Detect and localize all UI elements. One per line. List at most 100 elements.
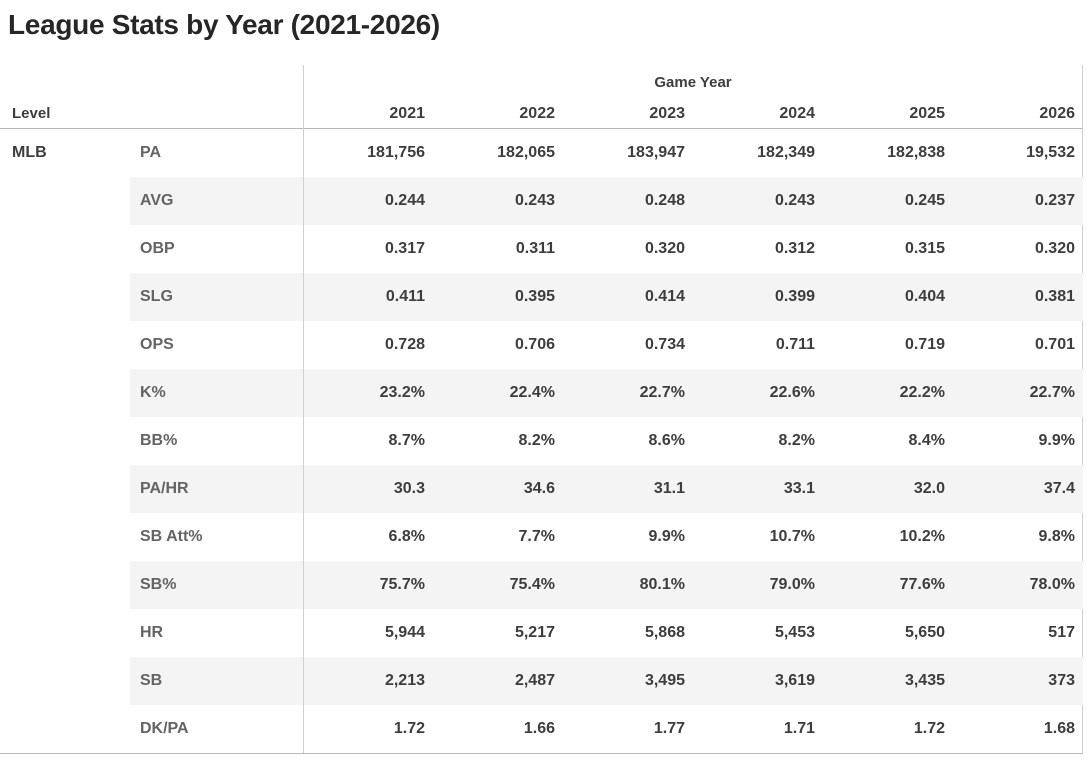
value-cell: 10.2% xyxy=(899,528,945,545)
value-cell: 1.72 xyxy=(393,720,425,737)
value-cell: 0.734 xyxy=(644,336,685,353)
value-cell: 8.2% xyxy=(778,432,815,449)
value-cell: 5,868 xyxy=(644,624,685,641)
table-row: AVG 0.244 0.243 0.248 0.243 0.245 0.237 xyxy=(0,177,1083,225)
year-column-header: 2026 xyxy=(1039,104,1075,122)
value-cell: 0.312 xyxy=(774,240,815,257)
stat-label-cell: PA xyxy=(140,144,162,161)
stat-label-cell: SB xyxy=(130,657,303,705)
value-cell: 3,619 xyxy=(693,657,823,705)
level-cell: MLB xyxy=(12,144,47,161)
year-column-header: 2021 xyxy=(389,104,425,122)
value-cell: 182,065 xyxy=(497,144,555,161)
table-row: OPS 0.728 0.706 0.734 0.711 0.719 0.701 xyxy=(0,321,1082,369)
level-cell xyxy=(0,465,130,513)
value-cell: 1.66 xyxy=(523,720,555,737)
year-column-header: 2024 xyxy=(779,104,815,122)
value-cell: 75.7% xyxy=(303,561,433,609)
value-cell: 0.701 xyxy=(1034,336,1075,353)
value-cell: 2,487 xyxy=(433,657,563,705)
table-row: PA/HR 30.3 34.6 31.1 33.1 32.0 37.4 xyxy=(0,465,1083,513)
value-cell: 0.728 xyxy=(384,336,425,353)
value-cell: 182,838 xyxy=(887,144,945,161)
value-cell: 5,650 xyxy=(904,624,945,641)
value-cell: 0.243 xyxy=(693,177,823,225)
table-row: SB% 75.7% 75.4% 80.1% 79.0% 77.6% 78.0% xyxy=(0,561,1083,609)
table-row: SLG 0.411 0.395 0.414 0.399 0.404 0.381 xyxy=(0,273,1083,321)
column-group-header: Game Year xyxy=(654,73,732,91)
value-cell: 0.237 xyxy=(953,177,1083,225)
value-cell: 183,947 xyxy=(627,144,685,161)
value-cell: 22.2% xyxy=(823,369,953,417)
value-cell: 37.4 xyxy=(953,465,1083,513)
league-stats-table: Game Year Level 2021 2022 2023 2024 2025… xyxy=(0,65,1083,754)
value-cell: 0.381 xyxy=(953,273,1083,321)
value-cell: 7.7% xyxy=(518,528,555,545)
year-column-header: 2023 xyxy=(649,104,685,122)
value-cell: 5,944 xyxy=(384,624,425,641)
column-divider-line xyxy=(303,65,304,753)
level-cell xyxy=(0,657,130,705)
value-cell: 34.6 xyxy=(433,465,563,513)
value-cell: 8.4% xyxy=(908,432,945,449)
level-cell xyxy=(0,561,130,609)
level-cell xyxy=(0,705,130,753)
page-title: League Stats by Year (2021-2026) xyxy=(8,9,440,40)
level-cell xyxy=(0,273,130,321)
value-cell: 0.248 xyxy=(563,177,693,225)
value-cell: 182,349 xyxy=(757,144,815,161)
table-row: HR 5,944 5,217 5,868 5,453 5,650 517 xyxy=(0,609,1082,657)
stat-label-cell: PA/HR xyxy=(130,465,303,513)
level-cell xyxy=(0,417,130,465)
value-cell: 0.395 xyxy=(433,273,563,321)
value-cell: 80.1% xyxy=(563,561,693,609)
value-cell: 5,217 xyxy=(514,624,555,641)
table-row: OBP 0.317 0.311 0.320 0.312 0.315 0.320 xyxy=(0,225,1082,273)
value-cell: 31.1 xyxy=(563,465,693,513)
value-cell: 0.243 xyxy=(433,177,563,225)
value-cell: 1.71 xyxy=(783,720,815,737)
value-cell: 1.72 xyxy=(913,720,945,737)
table-row: K% 23.2% 22.4% 22.7% 22.6% 22.2% 22.7% xyxy=(0,369,1083,417)
level-cell xyxy=(0,225,130,273)
value-cell: 19,532 xyxy=(1026,144,1075,161)
value-cell: 0.411 xyxy=(303,273,433,321)
table-row: DK/PA 1.72 1.66 1.77 1.71 1.72 1.68 xyxy=(0,705,1082,753)
year-column-header: 2025 xyxy=(909,104,945,122)
value-cell: 0.245 xyxy=(823,177,953,225)
level-cell xyxy=(0,321,130,369)
level-column-header: Level xyxy=(12,105,51,122)
column-group-header-row: Game Year xyxy=(0,65,1082,99)
value-cell: 32.0 xyxy=(823,465,953,513)
value-cell: 6.8% xyxy=(388,528,425,545)
value-cell: 23.2% xyxy=(303,369,433,417)
value-cell: 0.315 xyxy=(904,240,945,257)
value-cell: 0.711 xyxy=(775,336,815,353)
level-cell xyxy=(0,177,130,225)
year-column-header: 2022 xyxy=(519,104,555,122)
value-cell: 0.317 xyxy=(384,240,425,257)
value-cell: 22.7% xyxy=(563,369,693,417)
value-cell: 22.4% xyxy=(433,369,563,417)
value-cell: 8.6% xyxy=(648,432,685,449)
value-cell: 1.68 xyxy=(1043,720,1075,737)
value-cell: 9.8% xyxy=(1038,528,1075,545)
stat-label-cell: OBP xyxy=(140,240,175,257)
table-header: Game Year Level 2021 2022 2023 2024 2025… xyxy=(0,65,1082,129)
value-cell: 0.719 xyxy=(904,336,945,353)
value-cell: 9.9% xyxy=(1038,432,1075,449)
value-cell: 373 xyxy=(953,657,1083,705)
value-cell: 22.7% xyxy=(953,369,1083,417)
value-cell: 1.77 xyxy=(653,720,685,737)
table-row: SB Att% 6.8% 7.7% 9.9% 10.7% 10.2% 9.8% xyxy=(0,513,1082,561)
stat-label-cell: BB% xyxy=(140,432,178,449)
value-cell: 0.404 xyxy=(823,273,953,321)
value-cell: 22.6% xyxy=(693,369,823,417)
stat-label-cell: OPS xyxy=(140,336,174,353)
value-cell: 0.706 xyxy=(514,336,555,353)
stat-label-cell: SB% xyxy=(130,561,303,609)
year-header-row: Level 2021 2022 2023 2024 2025 2026 xyxy=(0,99,1082,128)
level-cell xyxy=(0,609,130,657)
value-cell: 79.0% xyxy=(693,561,823,609)
value-cell: 75.4% xyxy=(433,561,563,609)
